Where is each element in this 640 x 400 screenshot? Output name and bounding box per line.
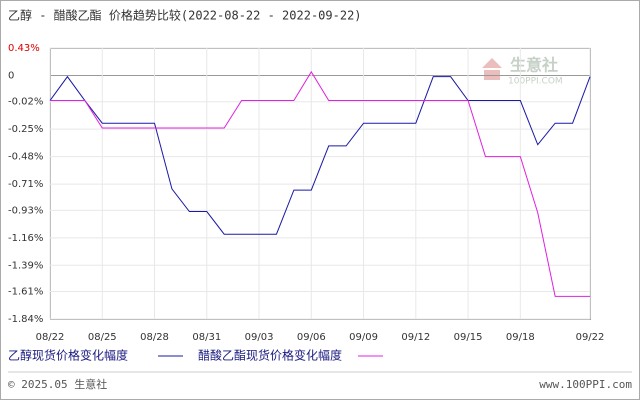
chart-title: 乙醇 - 醋酸乙酯 价格趋势比较(2022-08-22 - 2022-09-22… (8, 8, 362, 23)
x-tick-label: 09/22 (576, 332, 605, 343)
legend-label: 乙醇现货价格变化幅度 (8, 348, 128, 363)
x-tick-label: 09/12 (401, 332, 430, 343)
y-tick-label: -0.02% (8, 97, 43, 108)
x-tick-label: 09/06 (297, 332, 326, 343)
x-tick-label: 08/31 (192, 332, 221, 343)
legend-label: 醋酸乙酯现货价格变化幅度 (198, 348, 342, 363)
y-tick-label: -1.84% (8, 314, 43, 325)
watermark-url: 100PPI.COM (508, 77, 563, 87)
y-tick-label: 0 (8, 70, 14, 81)
x-tick-label: 09/18 (506, 332, 535, 343)
footer-site: www.100PPI.com (539, 378, 632, 391)
series-line (49, 75, 591, 235)
x-tick-label: 08/22 (36, 332, 65, 343)
watermark-logo (482, 58, 502, 80)
y-tick-label: -1.39% (8, 260, 43, 271)
x-tick-label: 08/28 (140, 332, 169, 343)
x-tick-label: 08/25 (88, 332, 117, 343)
x-tick-label: 09/09 (349, 332, 378, 343)
y-tick-label: -0.48% (8, 152, 43, 163)
y-tick-label: -0.93% (8, 205, 43, 216)
y-tick-label: -1.16% (8, 233, 43, 244)
x-tick-label: 09/03 (245, 332, 274, 343)
y-tick-label: -0.25% (8, 124, 43, 135)
watermark: 生意社 100PPI.COM (482, 56, 563, 87)
y-tick-label: -1.61% (8, 287, 43, 298)
footer-copyright: © 2025.05 生意社 (8, 377, 107, 391)
series-line (50, 70, 590, 297)
y-tick-label: 0.43% (8, 43, 40, 54)
watermark-name: 生意社 (510, 56, 558, 75)
x-tick-label: 09/15 (454, 332, 483, 343)
y-tick-label: -0.71% (8, 179, 43, 190)
